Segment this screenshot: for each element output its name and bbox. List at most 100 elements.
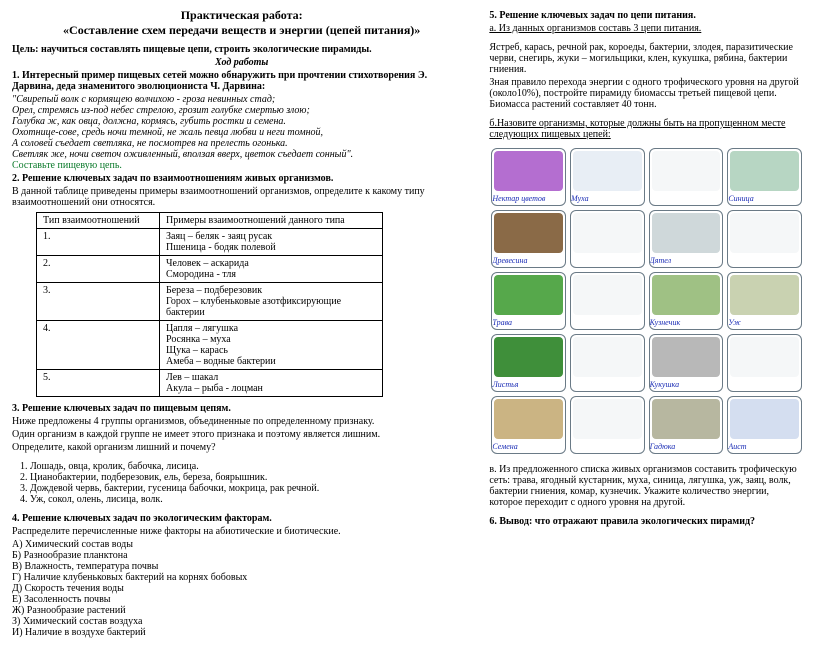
chain-image xyxy=(730,275,799,315)
chain-label xyxy=(570,389,645,391)
chain-label xyxy=(570,265,645,267)
chain-image xyxy=(652,275,721,315)
chain-image xyxy=(573,213,642,253)
factor: Б) Разнообразие планктона xyxy=(12,550,471,561)
chain-cell xyxy=(727,334,802,392)
row-n: 3. xyxy=(37,283,160,321)
task5-v: в. Из предложенного списка живых организ… xyxy=(489,464,804,508)
chain-image xyxy=(652,151,721,191)
task4-lead: Распределите перечисленные ниже факторы … xyxy=(12,526,471,537)
chain-cell: Листья xyxy=(491,334,566,392)
chain-image xyxy=(652,399,721,439)
row-n: 4. xyxy=(37,321,160,370)
chain-label xyxy=(727,265,802,267)
task5-a-rule: Зная правило перехода энергии с одного т… xyxy=(489,77,804,110)
task5-a-text: Ястреб, карась, речной рак, короеды, бак… xyxy=(489,42,804,75)
poem-line: Охотнице-сове, средь ночи темной, не жал… xyxy=(12,127,471,138)
chain-cell: Синица xyxy=(727,148,802,206)
chain-image xyxy=(573,337,642,377)
chain-label: Гадюка xyxy=(649,442,724,453)
chain-label: Нектар цветов xyxy=(491,194,566,205)
title-line1: Практическая работа: xyxy=(12,8,471,23)
chain-cell: Аист xyxy=(727,396,802,454)
chain-image xyxy=(494,337,563,377)
chain-image xyxy=(494,213,563,253)
row-ex: Цапля – лягушка Росянка – муха Щука – ка… xyxy=(160,321,383,370)
relations-table: Тип взаимоотношений Примеры взаимоотноше… xyxy=(36,212,383,397)
task1-lead: 1. Интересный пример пищевых сетей можно… xyxy=(12,70,471,92)
title-line2: «Составление схем передачи веществ и эне… xyxy=(12,23,471,38)
chain-cell: Гадюка xyxy=(649,396,724,454)
chain-cell: Уж xyxy=(727,272,802,330)
chain-image xyxy=(494,275,563,315)
factors-list: А) Химический состав воды Б) Разнообрази… xyxy=(12,539,471,638)
chain-label xyxy=(570,451,645,453)
task3-list: Лошадь, овца, кролик, бабочка, лисица. Ц… xyxy=(12,461,471,505)
chain-cell xyxy=(570,334,645,392)
chain-image xyxy=(573,275,642,315)
task5-title: 5. Решение ключевых задач по цепи питани… xyxy=(489,10,804,21)
chain-image xyxy=(494,399,563,439)
chain-image xyxy=(573,151,642,191)
factor: Е) Засоленность почвы xyxy=(12,594,471,605)
chain-label: Трава xyxy=(491,318,566,329)
chain-image xyxy=(573,399,642,439)
list-item: Уж, сокол, олень, лисица, волк. xyxy=(30,494,471,505)
chain-cell xyxy=(570,272,645,330)
factor: В) Влажность, температура почвы xyxy=(12,561,471,572)
poem-line: Голубка ж, как овца, должна, кормясь, гу… xyxy=(12,116,471,127)
chain-cell: Кузнечик xyxy=(649,272,724,330)
poem: "Свирепый волк с кормящею волчихою - гро… xyxy=(12,94,471,160)
col2: Примеры взаимоотношений данного типа xyxy=(160,213,383,229)
food-chain-grid: Нектар цветов Муха Синица Древесина Дятел Тра… xyxy=(489,146,804,456)
list-item: Лошадь, овца, кролик, бабочка, лисица. xyxy=(30,461,471,472)
chain-label: Кукушка xyxy=(649,380,724,391)
chain-cell xyxy=(727,210,802,268)
poem-line: А соловей съедает светляка, не посмотрев… xyxy=(12,138,471,149)
chain-cell xyxy=(570,210,645,268)
chain-cell: Трава xyxy=(491,272,566,330)
poem-line: Светляк же, ночи светоч оживленный, впол… xyxy=(12,149,471,160)
poem-line: "Свирепый волк с кормящею волчихою - гро… xyxy=(12,94,471,105)
chain-cell: Дятел xyxy=(649,210,724,268)
factor: З) Химический состав воздуха xyxy=(12,616,471,627)
row-n: 1. xyxy=(37,229,160,256)
task4-title: 4. Решение ключевых задач по экологическ… xyxy=(12,513,471,524)
chain-image xyxy=(494,151,563,191)
chain-label: Семена xyxy=(491,442,566,453)
chain-label: Дятел xyxy=(649,256,724,267)
chain-cell xyxy=(570,396,645,454)
chain-label: Муха xyxy=(570,194,645,205)
factor: И) Наличие в воздухе бактерий xyxy=(12,627,471,638)
poem-line: Орел, стремясь из-под небес стрелою, гро… xyxy=(12,105,471,116)
row-ex: Заяц – беляк - заяц русак Пшеница - бодя… xyxy=(160,229,383,256)
chain-image xyxy=(730,213,799,253)
chain-cell: Семена xyxy=(491,396,566,454)
row-n: 5. xyxy=(37,370,160,397)
chain-label: Листья xyxy=(491,380,566,391)
workflow-title: Ход работы xyxy=(12,57,471,68)
factor: Ж) Разнообразие растений xyxy=(12,605,471,616)
chain-cell: Нектар цветов xyxy=(491,148,566,206)
chain-cell: Кукушка xyxy=(649,334,724,392)
task3-p3: Определите, какой организм лишний и поче… xyxy=(12,442,471,453)
chain-label xyxy=(727,389,802,391)
chain-label: Древесина xyxy=(491,256,566,267)
chain-image xyxy=(730,399,799,439)
chain-cell: Древесина xyxy=(491,210,566,268)
row-ex: Лев – шакал Акула – рыба - лоцман xyxy=(160,370,383,397)
chain-image xyxy=(652,213,721,253)
task2-desc: В данной таблице приведены примеры взаим… xyxy=(12,186,471,208)
list-item: Дождевой червь, бактерии, гусеница бабоч… xyxy=(30,483,471,494)
chain-label xyxy=(649,203,724,205)
task5-a-label: а. Из данных организмов составь 3 цепи п… xyxy=(489,23,804,34)
chain-image xyxy=(652,337,721,377)
chain-label: Аист xyxy=(727,442,802,453)
chain-image xyxy=(730,151,799,191)
row-ex: Человек – аскарида Смородина - тля xyxy=(160,256,383,283)
list-item: Цианобактерии, подберезовик, ель, береза… xyxy=(30,472,471,483)
task3-p2: Один организм в каждой группе не имеет э… xyxy=(12,429,471,440)
chain-cell: Муха xyxy=(570,148,645,206)
factor: А) Химический состав воды xyxy=(12,539,471,550)
chain-label xyxy=(570,327,645,329)
